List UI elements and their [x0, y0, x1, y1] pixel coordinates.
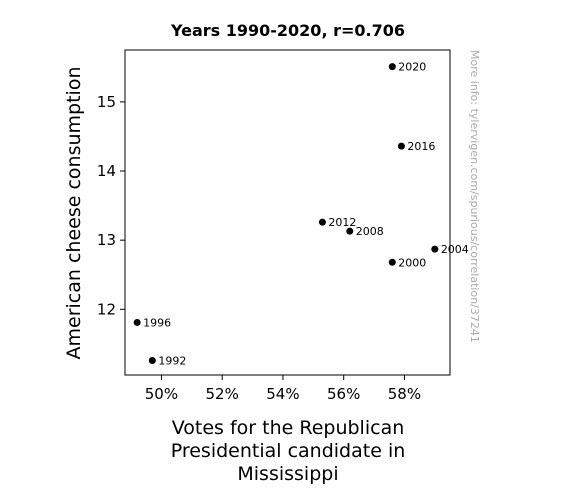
data-point-label: 2020 — [398, 61, 426, 74]
y-tick-label: 12 — [97, 300, 116, 318]
x-axis-ticks: 50% 52% 54% 56% 58% — [145, 375, 421, 403]
data-point-label: 2000 — [398, 256, 426, 269]
data-point-2004 — [431, 245, 439, 253]
chart-title: Years 1990-2020, r=0.706 — [170, 21, 405, 40]
y-axis-ticks: 12 13 14 15 — [97, 93, 125, 318]
data-point-1992 — [148, 356, 156, 364]
data-point-label: 1992 — [158, 354, 186, 367]
data-point-1996 — [133, 318, 141, 326]
y-tick-label: 15 — [97, 93, 116, 111]
data-point-label: 2008 — [356, 225, 384, 238]
x-tick-label: 50% — [145, 385, 178, 403]
data-point-label: 2004 — [441, 243, 469, 256]
watermark: More info: tylervigen.com/spurious/corre… — [468, 50, 481, 343]
x-tick-label: 54% — [266, 385, 299, 403]
y-tick-label: 14 — [97, 162, 116, 180]
x-tick-label: 56% — [327, 385, 360, 403]
data-point-2020 — [388, 63, 396, 71]
x-tick-label: 52% — [206, 385, 239, 403]
data-point-2012 — [318, 218, 326, 226]
data-point-label: 1996 — [143, 316, 171, 329]
data-point-2008 — [346, 227, 354, 235]
data-point-label: 2012 — [328, 216, 356, 229]
data-point-label: 2016 — [407, 140, 435, 153]
data-point-2016 — [397, 142, 405, 150]
x-axis-label: Votes for the Republican Presidential can… — [171, 417, 406, 485]
y-tick-label: 13 — [97, 231, 116, 249]
plot-frame — [124, 49, 451, 376]
x-tick-label: 58% — [388, 385, 421, 403]
data-point-2000 — [388, 258, 396, 266]
y-axis-label: American cheese consumption — [63, 67, 85, 360]
